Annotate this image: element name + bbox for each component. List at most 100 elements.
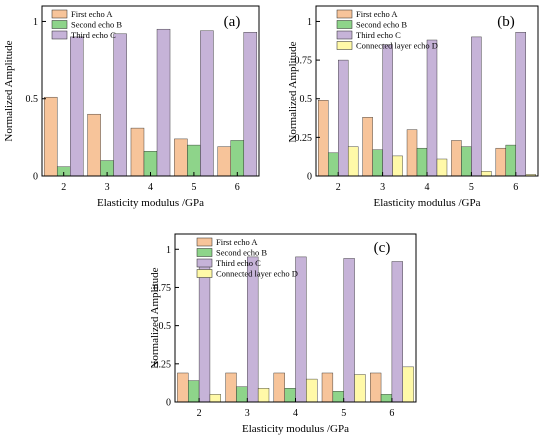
bar-echo-d-5 [354, 374, 366, 403]
legend-swatch [196, 269, 213, 278]
legend-label: Third echo C [71, 30, 116, 40]
bar-echo-d-4 [306, 378, 318, 403]
x-tick-label: 5 [191, 182, 196, 193]
y-tick-label: 0.25 [154, 359, 172, 370]
x-tick-label: 2 [197, 408, 202, 419]
bar-echo-a-4 [130, 127, 145, 177]
bar-echo-c-4 [426, 39, 438, 177]
bar-echo-c-2 [70, 36, 84, 177]
legend-label: Third echo C [216, 258, 261, 268]
y-tick-label: 1 [166, 245, 171, 256]
x-axis-label: Elasticity modulus /GPa [374, 197, 481, 209]
legend-label: First echo A [216, 237, 258, 247]
legend-label: Connected layer echo D [356, 41, 438, 51]
legend-swatch [336, 41, 353, 50]
y-tick-label: 0.5 [300, 94, 313, 105]
bar-echo-d-2 [209, 394, 221, 403]
bar-echo-b-5 [187, 144, 201, 177]
x-tick-label: 4 [293, 408, 298, 419]
legend-label: Second echo B [216, 248, 267, 258]
bar-echo-d-4 [436, 158, 448, 177]
legend-label: First echo A [71, 9, 113, 19]
x-axis-label: Elasticity modulus /GPa [242, 423, 349, 435]
y-tick-label: 1 [33, 17, 38, 28]
panel-a: 0 0.5 1 2 3 4 5 6 Elasticity modulus /GPa Normali… [3, 5, 260, 209]
legend-swatch [336, 9, 353, 19]
y-axis-label: Normalized Amplitude [3, 40, 15, 141]
bar-echo-a-3 [87, 113, 101, 177]
x-axis-label: Elasticity modulus /GPa [97, 197, 204, 209]
bar-echo-b-5 [461, 146, 472, 177]
bar-echo-c-2 [198, 264, 211, 403]
bar-echo-b-4 [284, 388, 296, 403]
legend-label: Second echo B [356, 20, 407, 30]
x-tick-label: 2 [336, 182, 341, 193]
bar-echo-a-5 [451, 140, 462, 177]
bar-echo-c-2 [338, 59, 349, 177]
legend-label: Third echo C [356, 30, 401, 40]
y-tick-label: 0.75 [154, 283, 172, 294]
panel-label: (a) [224, 14, 241, 30]
y-tick-label: 0 [307, 172, 312, 183]
x-tick-label: 5 [469, 182, 474, 193]
bar-echo-c-5 [471, 36, 482, 177]
panel-c: 0 0.25 0.5 0.75 1 2 3 4 5 6 Elasticity modulus /GP… [149, 233, 417, 435]
legend-swatch [196, 258, 213, 268]
legend-swatch [196, 248, 213, 257]
y-tick-label: 0.5 [159, 321, 172, 332]
x-tick-label: 6 [513, 182, 518, 193]
bar-echo-c-6 [515, 32, 526, 177]
bar-echo-d-3 [392, 155, 403, 177]
bar-echo-a-6 [370, 372, 382, 403]
y-axis-label: Normalized Amplitude [149, 267, 161, 368]
legend-swatch [51, 30, 68, 40]
bar-echo-a-4 [273, 372, 285, 403]
y-tick-label: 1 [307, 17, 312, 28]
x-tick-label: 4 [425, 182, 430, 193]
bar-echo-c-4 [156, 28, 171, 177]
bar-echo-a-2 [43, 96, 58, 177]
bar-echo-b-3 [372, 149, 383, 177]
x-tick-label: 3 [245, 408, 250, 419]
bar-echo-b-5 [332, 391, 344, 403]
bar-echo-c-3 [113, 33, 127, 177]
x-tick-label: 4 [148, 182, 153, 193]
legend-swatch [196, 237, 213, 247]
bar-echo-a-5 [174, 138, 188, 177]
x-tick-label: 2 [61, 182, 66, 193]
bar-echo-a-5 [321, 372, 334, 403]
legend-swatch [51, 9, 68, 19]
bar-echo-c-4 [295, 256, 307, 403]
bar-echo-c-6 [243, 32, 258, 177]
bar-echo-c-3 [382, 44, 393, 177]
bar-echo-c-5 [200, 30, 214, 177]
bar-echo-c-3 [247, 256, 259, 403]
bar-echo-a-2 [177, 372, 189, 403]
y-tick-label: 0.75 [295, 56, 313, 67]
legend-label: Connected layer echo D [216, 269, 298, 279]
legend-label: First echo A [356, 9, 398, 19]
bar-echo-d-2 [347, 146, 359, 177]
bar-echo-a-2 [318, 100, 329, 177]
bar-echo-d-6 [402, 366, 414, 403]
panel-b: 0 0.25 0.5 0.75 1 2 3 4 5 6 Elasticity modulus /GP… [287, 5, 539, 209]
bar-echo-b-6 [505, 144, 516, 177]
legend-swatch [336, 30, 353, 40]
bar-echo-b-2 [328, 152, 339, 177]
panel-label: (c) [374, 240, 391, 256]
bar-echo-a-4 [406, 129, 418, 177]
x-tick-label: 5 [341, 408, 346, 419]
panel-label: (b) [497, 14, 515, 30]
legend-label: Second echo B [71, 20, 122, 30]
x-tick-label: 6 [235, 182, 240, 193]
x-tick-label: 3 [380, 182, 385, 193]
y-tick-label: 0.25 [295, 133, 313, 144]
bar-echo-b-3 [236, 386, 248, 403]
y-tick-label: 0 [33, 172, 38, 183]
bar-echo-b-6 [380, 394, 393, 403]
bar-echo-b-6 [230, 140, 245, 177]
bar-echo-d-5 [481, 171, 492, 177]
bar-echo-a-3 [225, 372, 237, 403]
bar-echo-b-4 [416, 147, 428, 177]
